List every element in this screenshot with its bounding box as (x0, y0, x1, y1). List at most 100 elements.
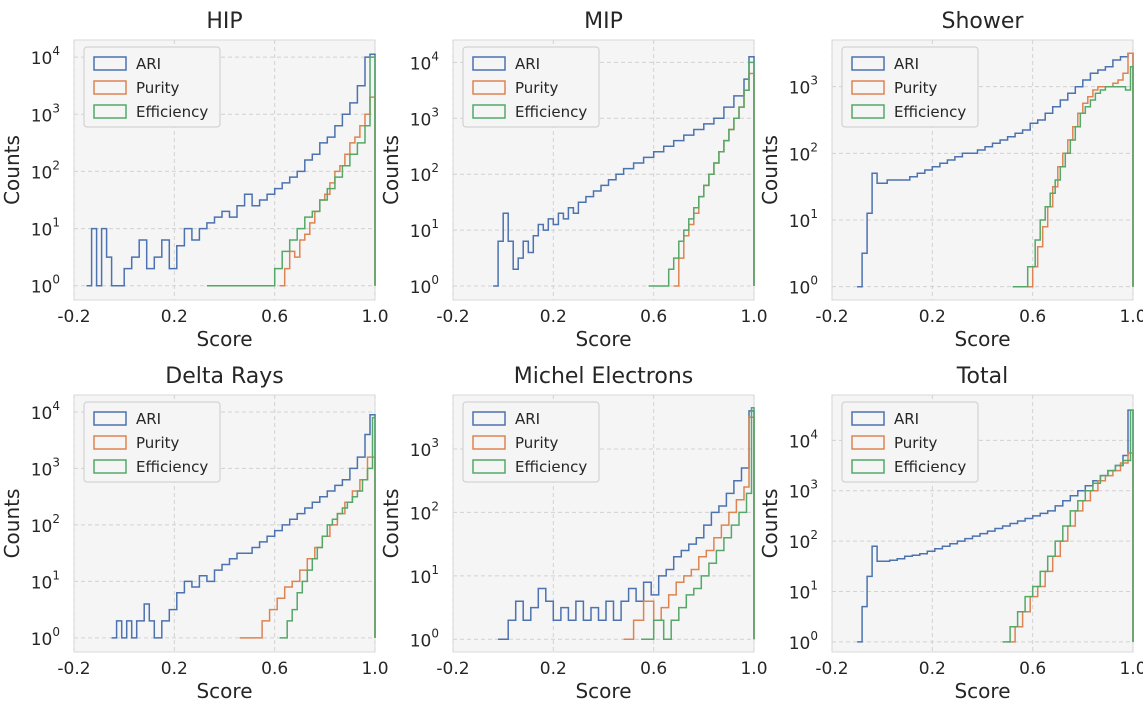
x-axis-label: Score (575, 679, 631, 703)
y-tick-label: 102 (31, 512, 60, 537)
legend-swatch-purity (851, 80, 885, 95)
x-tick-label: 0.6 (261, 659, 288, 679)
x-tick-label: -0.2 (57, 307, 90, 327)
x-tick-label: 0.2 (919, 307, 946, 327)
x-axis-label: Score (575, 327, 631, 351)
x-tick-label: 1.0 (361, 659, 388, 679)
y-axis-label: Counts (0, 489, 24, 559)
legend-label-purity: Purity (515, 79, 559, 97)
legend-swatch-purity (472, 435, 506, 450)
legend-label-ari: ARI (515, 410, 540, 428)
y-tick-label: 102 (789, 140, 818, 165)
x-tick-label: -0.2 (815, 307, 848, 327)
legend-frame (841, 401, 979, 483)
x-tick-label: 0.6 (1019, 307, 1046, 327)
legend-label-efficiency: Efficiency (894, 103, 966, 121)
x-tick-label: 0.2 (540, 307, 567, 327)
y-tick-label: 101 (31, 568, 60, 593)
legend-label-purity: Purity (894, 79, 938, 97)
legend-swatch-efficiency (93, 104, 127, 119)
x-axis-label: Score (196, 327, 252, 351)
y-tick-label: 101 (410, 217, 439, 242)
legend: ARI Purity Efficiency (83, 46, 221, 128)
y-tick-label: 104 (31, 44, 60, 69)
y-tick-label: 102 (410, 161, 439, 186)
series-efficiency (1012, 65, 1134, 288)
legend-label-efficiency: Efficiency (515, 458, 587, 476)
series-purity (239, 456, 376, 639)
legend-swatch-purity (93, 435, 127, 450)
x-axis-label: Score (196, 679, 252, 703)
y-tick-label: 103 (31, 101, 60, 126)
legend-swatch-ari (851, 56, 885, 71)
panel-delta-rays: -0.2 0.2 0.6 1.0 100 101 102 103 104 Delta Rays Sc… (0, 364, 389, 703)
x-tick-label: -0.2 (57, 659, 90, 679)
panel-hip: -0.2 0.2 0.6 1.0 100 101 102 103 104 HIP Score Coun… (0, 9, 389, 351)
y-tick-label: 103 (789, 74, 818, 99)
series-efficiency (641, 406, 755, 641)
legend-frame (83, 46, 221, 128)
legend-label-ari: ARI (136, 410, 161, 428)
y-tick-label: 100 (789, 629, 818, 654)
x-tick-label: 1.0 (740, 307, 767, 327)
panel-total: -0.2 0.2 0.6 1.0 100 101 102 103 104 Total Score Co… (758, 364, 1143, 703)
y-tick-label: 100 (31, 625, 60, 650)
x-tick-label: 1.0 (1119, 659, 1143, 679)
y-axis-label: Counts (379, 489, 403, 559)
legend: ARI Purity Efficiency (841, 401, 979, 483)
x-tick-label: 0.6 (261, 307, 288, 327)
legend-label-ari: ARI (894, 55, 919, 73)
series-efficiency (206, 56, 376, 287)
y-tick-label: 101 (789, 207, 818, 232)
y-tick-label: 104 (789, 427, 818, 452)
legend-swatch-purity (851, 435, 885, 450)
legend-frame (462, 46, 600, 128)
legend: ARI Purity Efficiency (83, 401, 221, 483)
x-tick-label: 0.2 (161, 659, 188, 679)
y-axis-label: Counts (379, 135, 403, 205)
legend-label-ari: ARI (894, 410, 919, 428)
panel-title: Shower (942, 9, 1025, 34)
legend-label-ari: ARI (136, 55, 161, 73)
series-purity (623, 416, 755, 641)
legend-swatch-purity (472, 80, 506, 95)
legend-label-efficiency: Efficiency (515, 103, 587, 121)
panel-title: Total (956, 364, 1008, 389)
y-tick-label: 101 (789, 579, 818, 604)
legend-swatch-ari (472, 56, 506, 71)
x-tick-label: 0.2 (161, 307, 188, 327)
x-axis-label: Score (954, 679, 1010, 703)
y-tick-label: 103 (789, 478, 818, 503)
series-efficiency (279, 416, 376, 639)
series-purity (279, 96, 376, 287)
y-tick-label: 100 (31, 273, 60, 298)
panel-michel-electrons: -0.2 0.2 0.6 1.0 100 101 102 103 Michel Electron… (379, 364, 768, 703)
y-tick-label: 101 (31, 216, 60, 241)
legend: ARI Purity Efficiency (462, 401, 600, 483)
x-tick-label: 1.0 (1119, 307, 1143, 327)
legend-frame (83, 401, 221, 483)
x-axis-label: Score (954, 327, 1010, 351)
panel-title: MIP (584, 9, 623, 34)
x-tick-label: 1.0 (361, 307, 388, 327)
legend-label-efficiency: Efficiency (136, 103, 208, 121)
x-tick-label: 0.6 (640, 307, 667, 327)
y-tick-label: 100 (410, 626, 439, 651)
series-efficiency (1002, 409, 1134, 643)
panel-title: Delta Rays (165, 364, 283, 389)
y-tick-label: 103 (31, 455, 60, 480)
y-tick-label: 102 (410, 499, 439, 524)
legend-swatch-efficiency (472, 104, 506, 119)
x-tick-label: 0.6 (640, 659, 667, 679)
series-efficiency (648, 61, 755, 287)
legend-swatch-efficiency (93, 459, 127, 474)
y-tick-label: 102 (789, 528, 818, 553)
x-tick-label: -0.2 (436, 659, 469, 679)
y-tick-label: 104 (410, 49, 439, 74)
y-axis-label: Counts (758, 135, 782, 205)
panel-title: Michel Electrons (514, 364, 693, 389)
legend-swatch-ari (93, 411, 127, 426)
legend-frame (462, 401, 600, 483)
legend-label-purity: Purity (136, 79, 180, 97)
